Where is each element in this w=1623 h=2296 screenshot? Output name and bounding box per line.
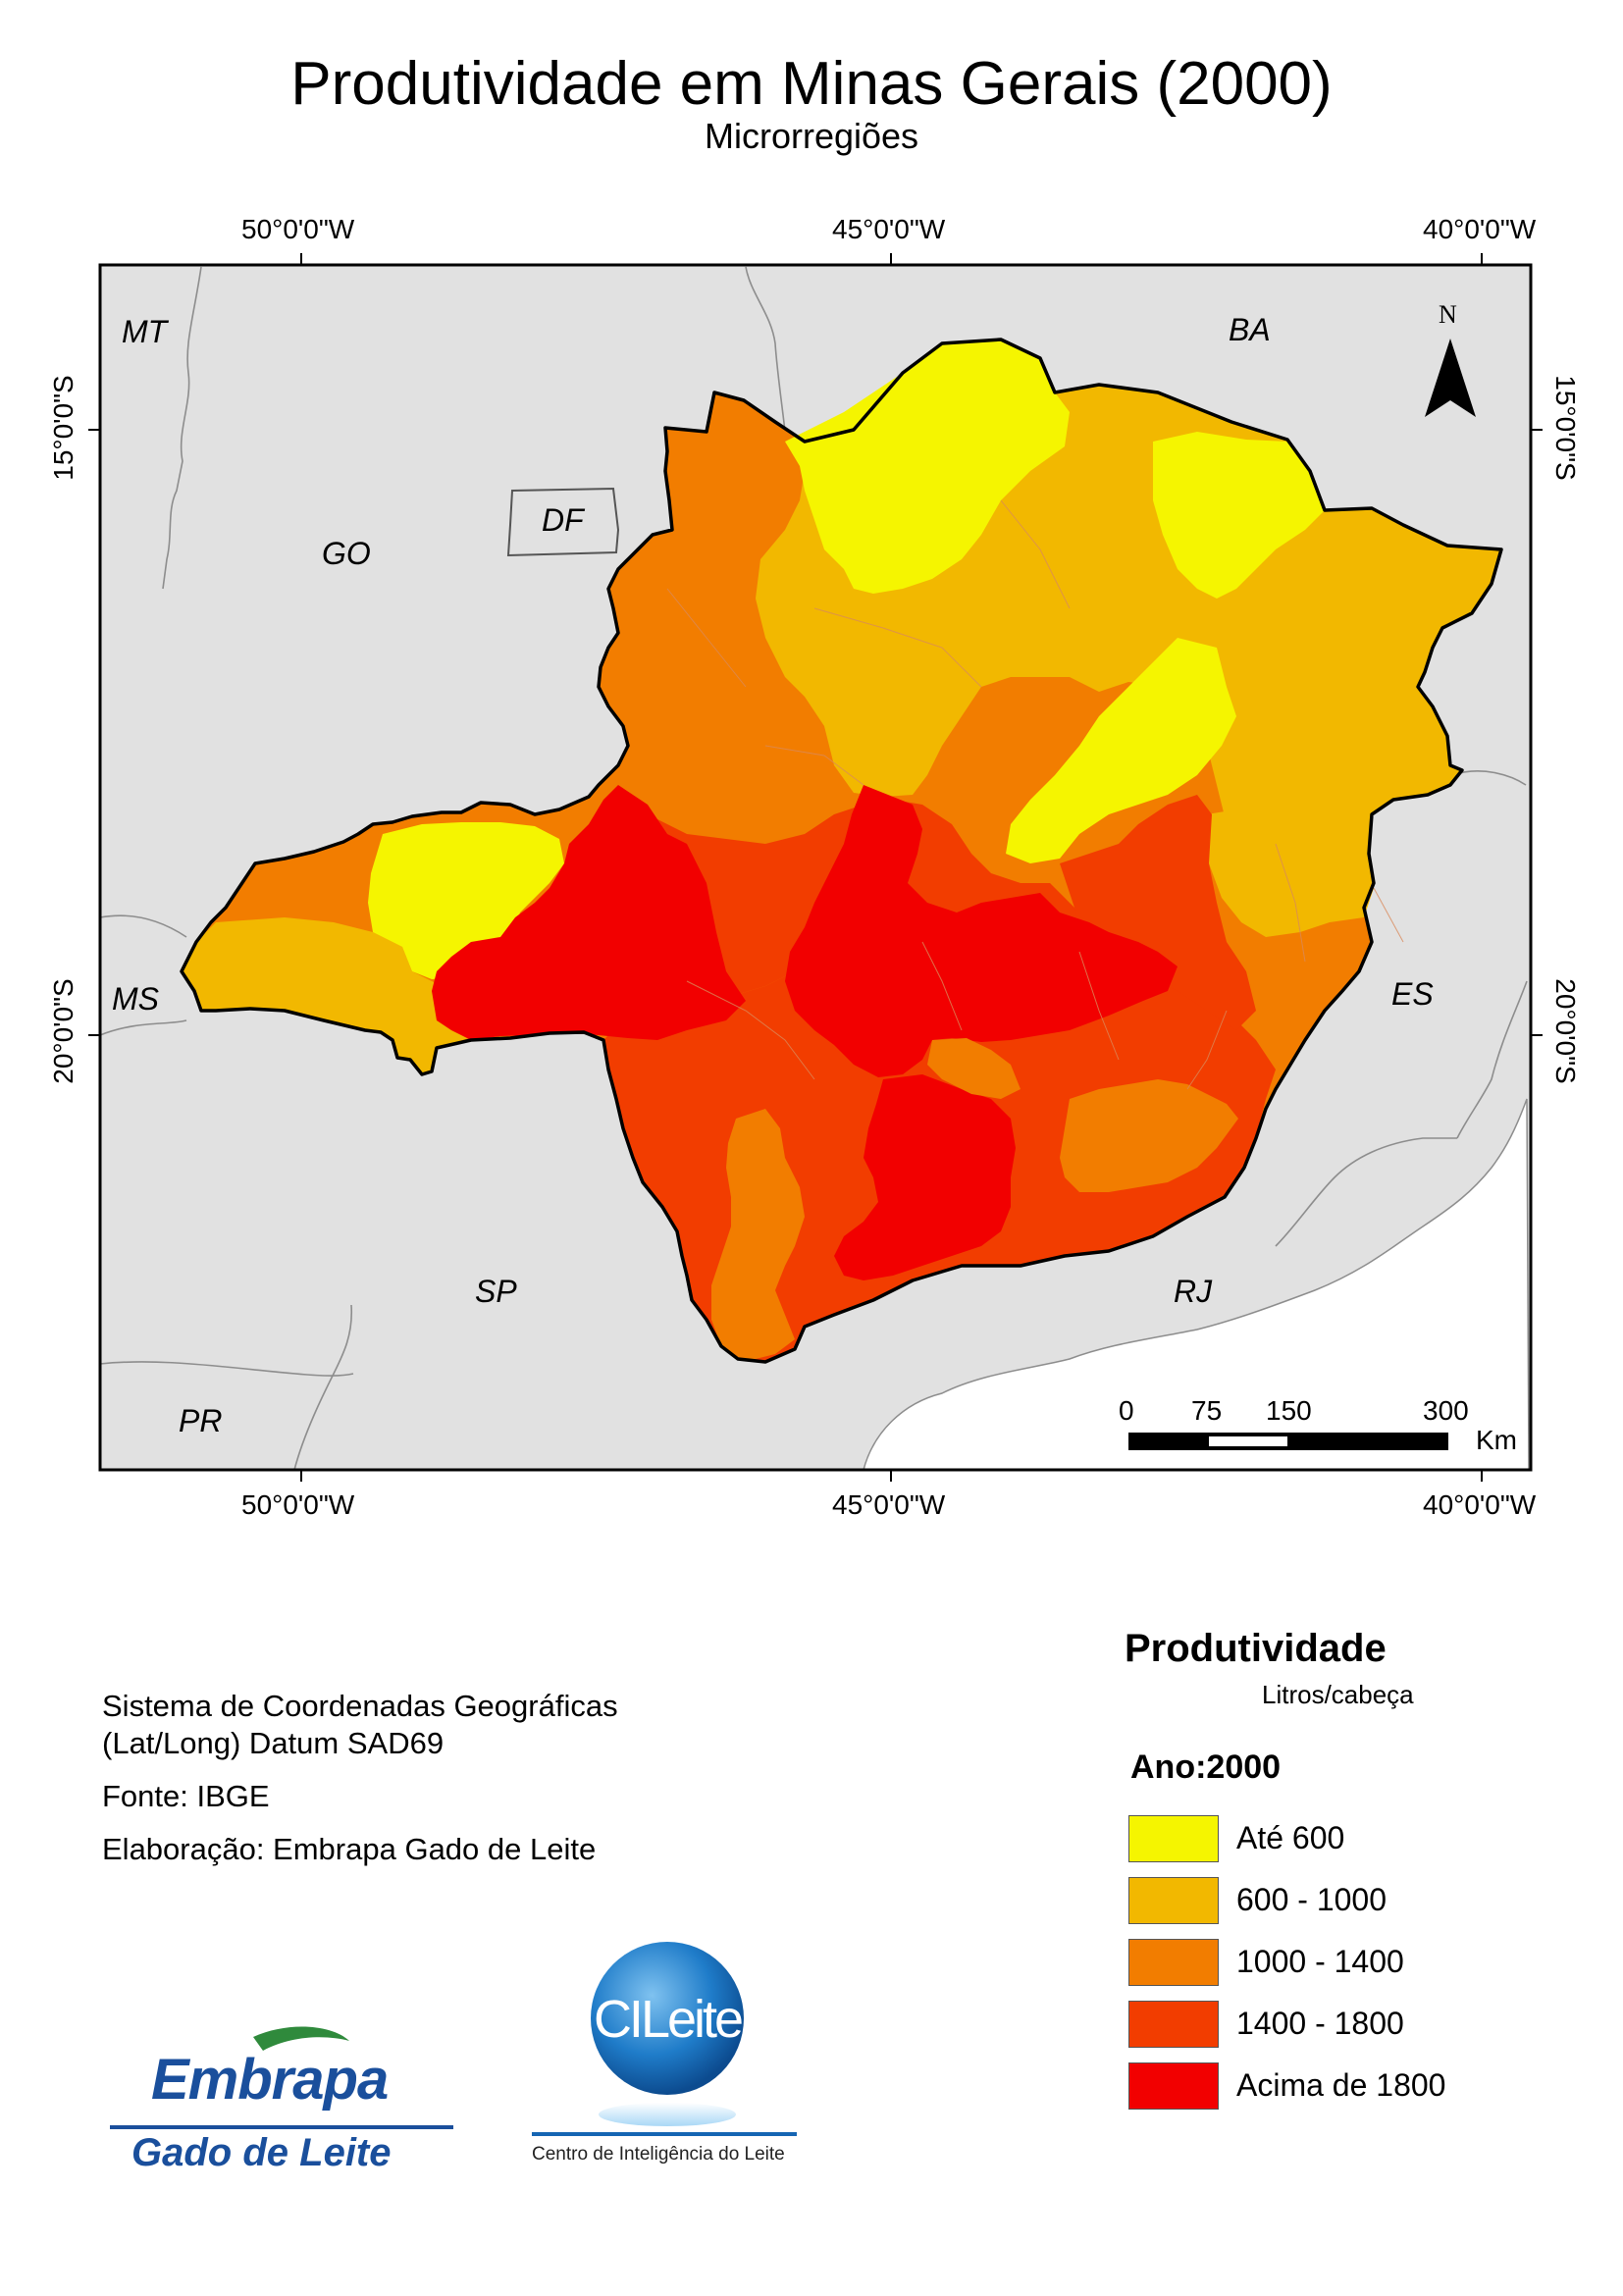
- legend-swatch: [1128, 1938, 1219, 1986]
- embrapa-logo: Embrapa Gado de Leite: [106, 2009, 457, 2186]
- legend-label: Até 600: [1236, 1820, 1345, 1855]
- state-label-go: GO: [322, 536, 371, 571]
- top-lon-label-50w: 50°0'0"W: [241, 214, 355, 244]
- region-600-1000-west: [182, 917, 469, 1074]
- region-ate-600-center: [1006, 638, 1236, 863]
- region-acima-1800-west: [432, 785, 746, 1040]
- embrapa-logo-graphic: [110, 2026, 453, 2129]
- legend-list: Até 600 600 - 1000 1000 - 1400 1400 - 18…: [1128, 1807, 1445, 2116]
- region-1400-1800-east: [1060, 795, 1256, 1030]
- cileite-wordmark: CILeite: [593, 1990, 744, 2049]
- scale-tick-0: 0: [1119, 1395, 1134, 1426]
- top-lon-label-40w: 40°0'0"W: [1423, 214, 1537, 244]
- scale-unit: Km: [1476, 1425, 1517, 1455]
- legend-swatch: [1128, 1814, 1219, 1862]
- scale-bar-graphic: [1128, 1433, 1448, 1450]
- state-label-es: ES: [1391, 976, 1434, 1012]
- state-label-mt: MT: [122, 314, 168, 349]
- region-1000-1400-southwest: [711, 1109, 805, 1359]
- microregion-borders: [666, 499, 1404, 1090]
- legend-swatch: [1128, 2061, 1219, 2110]
- embrapa-wordmark: Embrapa: [151, 2048, 389, 2112]
- state-label-df: DF: [542, 502, 584, 538]
- state-label-sp: SP: [475, 1274, 517, 1309]
- bottom-lon-label-50w: 50°0'0"W: [241, 1489, 355, 1520]
- north-arrow-label: N: [1439, 300, 1457, 329]
- legend-item: 1000 - 1400: [1128, 1931, 1445, 1993]
- cileite-logo: CILeite Centro de Inteligência do Leite: [528, 1938, 803, 2173]
- legend-label: Acima de 1800: [1236, 2067, 1446, 2103]
- coordinate-system-info: Sistema de Coordenadas Geográficas (Lat/…: [102, 1688, 618, 1762]
- minas-gerais-regions: [182, 339, 1501, 1362]
- graticule-ticks: [88, 253, 1543, 1482]
- bottom-lon-label-45w: 45°0'0"W: [832, 1489, 946, 1520]
- bottom-lon-label-40w: 40°0'0"W: [1423, 1489, 1537, 1520]
- cileite-subtitle: Centro de Inteligência do Leite: [532, 2144, 785, 2165]
- df-boundary: [506, 487, 620, 557]
- coord-system-line1: Sistema de Coordenadas Geográficas: [102, 1689, 618, 1723]
- region-ate-600-west: [368, 822, 564, 979]
- region-acima-1800-south: [834, 1074, 1016, 1280]
- sea: [863, 1098, 1530, 1471]
- legend-unit: Litros/cabeça: [1262, 1680, 1414, 1709]
- legend-item: 1400 - 1800: [1128, 1993, 1445, 2055]
- map-title: Produtividade em Minas Gerais (2000): [290, 50, 1333, 118]
- region-ate-600-northeast: [1153, 432, 1325, 599]
- scale-tick-300: 300: [1423, 1395, 1469, 1426]
- legend-label: 1000 - 1400: [1236, 1944, 1404, 1979]
- embrapa-subtitle: Gado de Leite: [131, 2131, 392, 2174]
- legend-item: 600 - 1000: [1128, 1869, 1445, 1931]
- scale-tick-75: 75: [1191, 1395, 1223, 1426]
- top-lon-label-45w: 45°0'0"W: [832, 214, 946, 244]
- map-subtitle: Microrregiões: [704, 116, 919, 156]
- state-label-pr: PR: [179, 1403, 223, 1438]
- coord-system-line2: (Lat/Long) Datum SAD69: [102, 1726, 445, 1760]
- legend-year: Ano:2000: [1130, 1748, 1282, 1786]
- legend-item: Até 600: [1128, 1807, 1445, 1869]
- north-arrow-icon: [1425, 339, 1476, 417]
- minas-gerais-outline: [180, 338, 1503, 1364]
- scale-tick-150: 150: [1266, 1395, 1312, 1426]
- source-text: Fonte: IBGE: [102, 1779, 270, 1813]
- region-1000-1400-southeast: [1060, 1079, 1238, 1192]
- legend-swatch: [1128, 1876, 1219, 1924]
- legend-swatch: [1128, 2000, 1219, 2048]
- state-label-ba: BA: [1229, 312, 1271, 347]
- legend-item: Acima de 1800: [1128, 2055, 1445, 2116]
- region-acima-1800-center: [785, 785, 1178, 1077]
- legend-title: Produtividade: [1125, 1627, 1387, 1670]
- credits-text: Elaboração: Embrapa Gado de Leite: [102, 1832, 597, 1866]
- state-label-rj: RJ: [1174, 1274, 1213, 1309]
- legend-label: 600 - 1000: [1236, 1882, 1387, 1917]
- region-600-1000-east: [1207, 805, 1374, 937]
- legend-label: 1400 - 1800: [1236, 2006, 1404, 2041]
- region-ate-600-north: [785, 339, 1070, 594]
- cileite-logo-graphic: [532, 1942, 797, 2136]
- state-label-ms: MS: [112, 981, 159, 1017]
- region-1000-1400-middle: [927, 1038, 1021, 1099]
- map-frame-border: [98, 263, 1533, 1472]
